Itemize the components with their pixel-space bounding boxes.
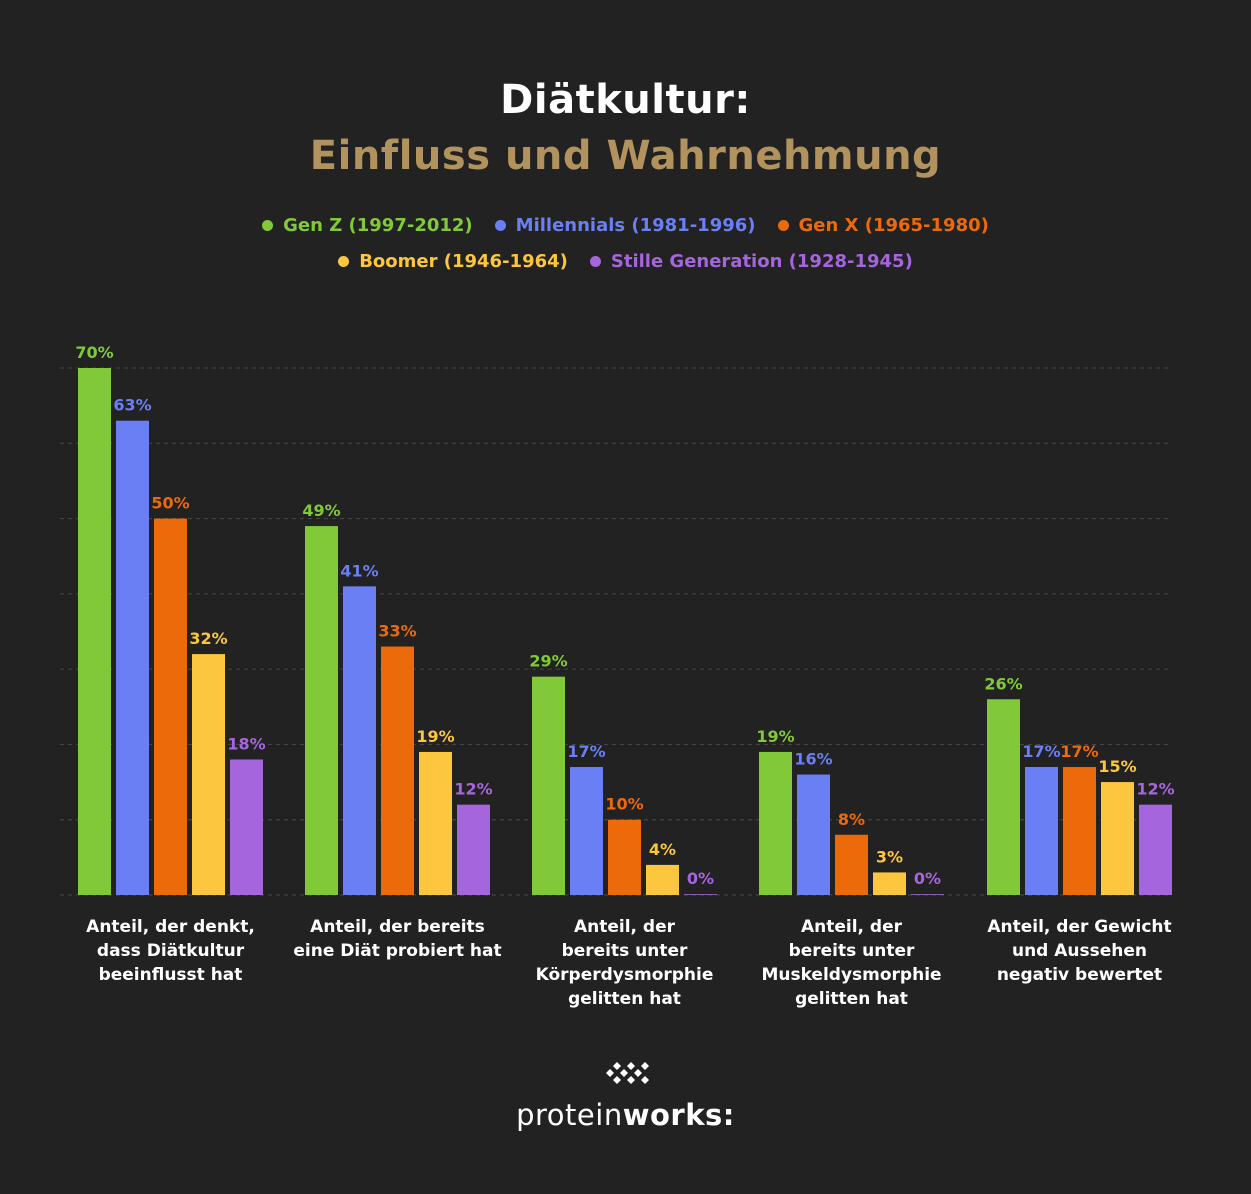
bar: [1101, 782, 1134, 895]
category-label: bereits unter: [789, 941, 915, 961]
bar: [343, 586, 376, 895]
title-line-2: Einfluss und Wahrnehmung: [309, 133, 942, 179]
category-label: und Aussehen: [1012, 941, 1147, 961]
data-label: 18%: [227, 734, 265, 753]
bar: [608, 819, 641, 895]
bar: [532, 676, 565, 895]
data-label: 26%: [984, 674, 1022, 693]
bar: [759, 751, 792, 895]
legend-dot: [338, 256, 350, 267]
category-label: beeinflusst hat: [99, 965, 243, 985]
category-label: Muskeldysmorphie: [761, 965, 941, 985]
legend-item-boomer: Boomer (1946-1964): [338, 251, 568, 272]
category-label: eine Diät probiert hat: [293, 941, 501, 961]
data-label: 17%: [567, 742, 605, 761]
bar: [646, 864, 679, 895]
proteinworks-logo-icon: [605, 1062, 649, 1084]
data-label: 16%: [794, 750, 832, 769]
legend-item-gen-x: Gen X (1965-1980): [777, 215, 989, 236]
category-label: Anteil, der bereits: [310, 917, 485, 937]
legend-dot: [777, 220, 789, 231]
data-label: 17%: [1022, 742, 1060, 761]
bar: [987, 699, 1020, 895]
bar: [1139, 804, 1172, 895]
brand-wordmark: proteinworks:: [0, 1098, 1251, 1132]
bar: [381, 646, 414, 895]
category-label: Anteil, der: [574, 917, 676, 937]
bar: [873, 872, 906, 895]
data-label: 63%: [113, 396, 151, 415]
data-label: 0%: [687, 869, 714, 888]
legend-dot: [494, 220, 506, 231]
data-label: 29%: [529, 652, 567, 671]
data-label: 19%: [756, 727, 794, 746]
data-label: 70%: [75, 343, 113, 362]
brand-word-works: works: [622, 1098, 723, 1132]
data-label: 19%: [416, 727, 454, 746]
data-label: 33%: [378, 622, 416, 641]
bar: [570, 767, 603, 895]
data-label: 10%: [605, 795, 643, 814]
legend-row-1: Gen Z (1997-2012) Millennials (1981-1996…: [0, 215, 1251, 236]
legend-label: Gen X (1965-1980): [798, 215, 989, 236]
bar: [154, 518, 187, 895]
bar: [684, 894, 717, 895]
category-label: Körperdysmorphie: [536, 965, 714, 985]
legend-label: Millennials (1981-1996): [515, 215, 756, 236]
legend-dot: [589, 256, 601, 267]
chart-title: Diätkultur: Einfluss und Wahrnehmung: [0, 72, 1251, 184]
brand-footer: proteinworks:: [0, 1062, 1251, 1132]
legend-item-millennials: Millennials (1981-1996): [494, 215, 756, 236]
bar: [835, 834, 868, 895]
data-label: 12%: [1136, 780, 1174, 799]
title-line-1: Diätkultur:: [500, 77, 751, 123]
data-label: 32%: [189, 629, 227, 648]
category-label: gelitten hat: [795, 989, 908, 1009]
data-label: 41%: [340, 561, 378, 580]
bar: [419, 751, 452, 895]
brand-word-protein: protein: [516, 1098, 623, 1132]
brand-mark: :: [722, 1098, 735, 1132]
category-label: gelitten hat: [568, 989, 681, 1009]
category-label: Anteil, der: [801, 917, 903, 937]
bar: [305, 526, 338, 895]
data-label: 50%: [151, 494, 189, 513]
category-label: bereits unter: [562, 941, 688, 961]
bar: [911, 894, 944, 895]
legend-label: Gen Z (1997-2012): [283, 215, 473, 236]
bar: [1025, 767, 1058, 895]
bar: [230, 759, 263, 895]
category-label: dass Diätkultur: [97, 941, 245, 961]
category-label: negativ bewertet: [997, 965, 1162, 985]
legend-dot: [262, 220, 274, 231]
bar-chart: 70% 63% 50% 32% 18% Anteil, der denkt, dass Di…: [60, 343, 1175, 1009]
bar: [78, 368, 111, 895]
legend-label: Boomer (1946-1964): [359, 251, 568, 272]
bar: [116, 420, 149, 895]
bar: [797, 774, 830, 895]
data-label: 8%: [838, 810, 865, 829]
bar: [1063, 767, 1096, 895]
data-label: 3%: [876, 847, 903, 866]
category-label: Anteil, der denkt,: [86, 917, 255, 937]
bar: [192, 654, 225, 895]
data-label: 15%: [1098, 757, 1136, 776]
bar: [457, 804, 490, 895]
legend-item-silent-generation: Stille Generation (1928-1945): [589, 251, 913, 272]
data-label: 0%: [914, 869, 941, 888]
category-label: Anteil, der Gewicht: [987, 917, 1171, 937]
data-label: 4%: [649, 840, 676, 859]
data-label: 49%: [302, 501, 340, 520]
data-label: 17%: [1060, 742, 1098, 761]
legend-label: Stille Generation (1928-1945): [610, 251, 913, 272]
data-label: 12%: [454, 780, 492, 799]
legend-row-2: Boomer (1946-1964) Stille Generation (19…: [0, 251, 1251, 272]
legend-item-gen-z: Gen Z (1997-2012): [262, 215, 473, 236]
